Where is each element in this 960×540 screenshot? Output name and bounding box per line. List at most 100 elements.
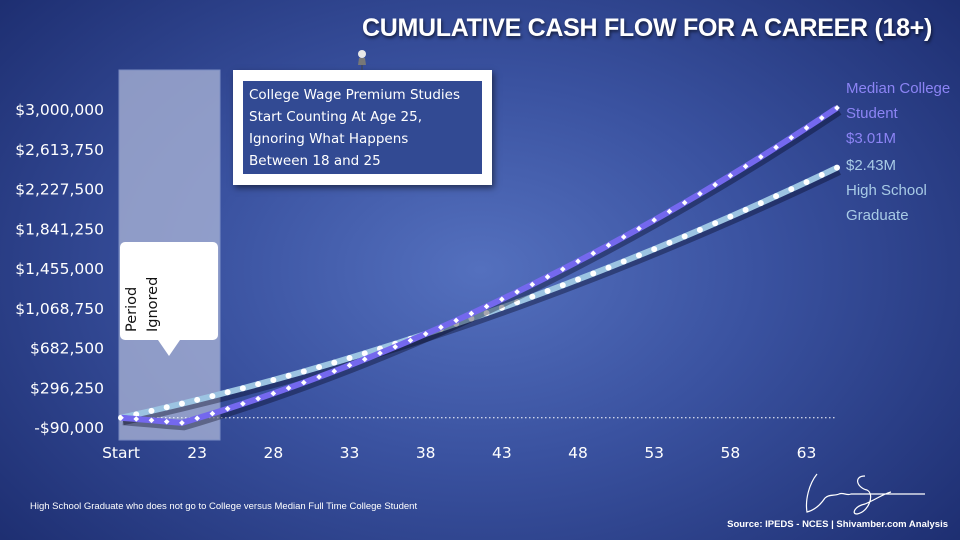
x-tick-label: Start <box>102 444 140 462</box>
data-point-high-school <box>696 226 703 233</box>
data-point-college <box>285 385 292 391</box>
data-point-high-school <box>590 270 597 277</box>
x-axis: Start 23 28 33 38 43 48 53 58 63 <box>102 444 816 462</box>
chart-title: CUMULATIVE CASH FLOW FOR A CAREER (18+) <box>361 14 932 42</box>
label-line: $2.43M <box>846 157 897 174</box>
data-point-college <box>240 400 246 407</box>
data-point-high-school <box>331 359 338 366</box>
data-point-high-school <box>818 171 825 178</box>
data-point-college <box>209 410 216 417</box>
pushpin-icon <box>358 50 366 70</box>
label-line: $3.01M <box>846 130 897 147</box>
data-point-college <box>681 199 688 206</box>
data-point-college <box>758 154 764 160</box>
college-series-label: Median College Student $3.01M <box>846 76 950 151</box>
data-point-high-school <box>742 206 749 213</box>
data-point-high-school <box>285 372 292 379</box>
data-point-college <box>559 266 566 272</box>
data-point-high-school <box>620 258 627 265</box>
data-point-college <box>407 337 414 344</box>
series-shadow <box>122 107 842 431</box>
data-point-high-school <box>544 288 551 295</box>
data-point-high-school <box>559 282 566 289</box>
data-point-college <box>605 242 612 249</box>
data-point-college <box>529 281 536 288</box>
data-point-college <box>590 250 597 257</box>
data-point-college <box>483 303 490 310</box>
data-point-college <box>514 289 520 295</box>
data-point-high-school <box>803 179 810 186</box>
x-tick-label: 48 <box>568 444 588 462</box>
data-point-college <box>346 362 353 369</box>
data-point-college <box>224 405 231 412</box>
data-point-high-school <box>209 393 216 400</box>
data-point-college <box>255 395 261 402</box>
callout-note: College Wage Premium Studies Start Count… <box>233 70 492 185</box>
data-point-high-school <box>635 252 642 259</box>
data-point-college <box>803 125 810 131</box>
callout-line: Ignoring What Happens <box>249 131 409 147</box>
data-point-high-school <box>239 385 246 392</box>
footnote: High School Graduate who does not go to … <box>30 501 418 512</box>
y-tick-label: -$90,000 <box>34 419 104 437</box>
data-point-high-school <box>316 364 323 371</box>
data-point-college <box>133 416 140 422</box>
data-point-college <box>422 331 429 337</box>
data-point-college <box>544 274 551 280</box>
data-point-college <box>636 225 642 232</box>
data-point-high-school <box>255 381 262 388</box>
data-point-college <box>194 415 200 422</box>
y-tick-label: $1,455,000 <box>15 260 104 278</box>
data-point-high-school <box>163 404 170 411</box>
data-point-high-school <box>757 200 764 207</box>
y-tick-label: $296,250 <box>30 379 104 397</box>
data-point-college <box>468 310 475 317</box>
data-point-college <box>148 417 155 424</box>
data-point-college <box>727 172 734 179</box>
data-point-high-school <box>270 377 277 384</box>
label-line: Median College <box>846 80 951 97</box>
data-point-college <box>666 208 673 215</box>
data-point-high-school <box>483 310 490 317</box>
x-tick-label: 33 <box>340 444 360 462</box>
y-tick-label: $1,068,750 <box>15 300 104 318</box>
data-point-college <box>438 324 444 331</box>
data-point-college <box>179 420 185 426</box>
x-tick-label: 23 <box>187 444 207 462</box>
period-label: Ignored <box>145 276 161 332</box>
y-axis: -$90,000 $296,250 $682,500 $1,068,750 $1,455… <box>15 101 104 437</box>
data-point-college <box>742 163 749 170</box>
series-shadow <box>122 166 841 426</box>
x-tick-label: 53 <box>644 444 664 462</box>
x-tick-label: 38 <box>416 444 436 462</box>
data-point-high-school <box>346 355 353 362</box>
data-point-high-school <box>681 233 688 240</box>
data-point-college <box>575 258 581 265</box>
y-tick-label: $2,227,500 <box>15 181 104 199</box>
period-label: Period <box>124 286 140 332</box>
series-lines <box>118 105 842 431</box>
callout-line: Start Counting At Age 25, <box>249 109 422 125</box>
data-point-college <box>316 374 322 380</box>
data-point-college <box>697 190 703 197</box>
data-point-college <box>499 296 505 303</box>
data-point-high-school <box>605 264 612 271</box>
y-tick-label: $3,000,000 <box>15 101 104 119</box>
data-point-college <box>377 350 383 356</box>
x-tick-label: 63 <box>797 444 817 462</box>
data-point-college <box>620 234 627 240</box>
data-point-high-school <box>712 220 719 227</box>
label-line: Graduate <box>846 207 909 224</box>
data-point-high-school <box>575 276 582 283</box>
period-ignored-callout: Period Ignored <box>120 242 218 356</box>
y-tick-label: $682,500 <box>30 340 104 358</box>
data-point-high-school <box>224 389 231 396</box>
data-point-high-school <box>498 304 505 311</box>
data-point-high-school <box>788 186 795 193</box>
data-point-high-school <box>514 299 521 306</box>
y-tick-label: $2,613,750 <box>15 141 104 159</box>
data-point-high-school <box>148 407 155 414</box>
data-point-high-school <box>194 396 201 403</box>
label-line: Student <box>846 105 898 122</box>
callout-line: College Wage Premium Studies <box>249 87 461 103</box>
